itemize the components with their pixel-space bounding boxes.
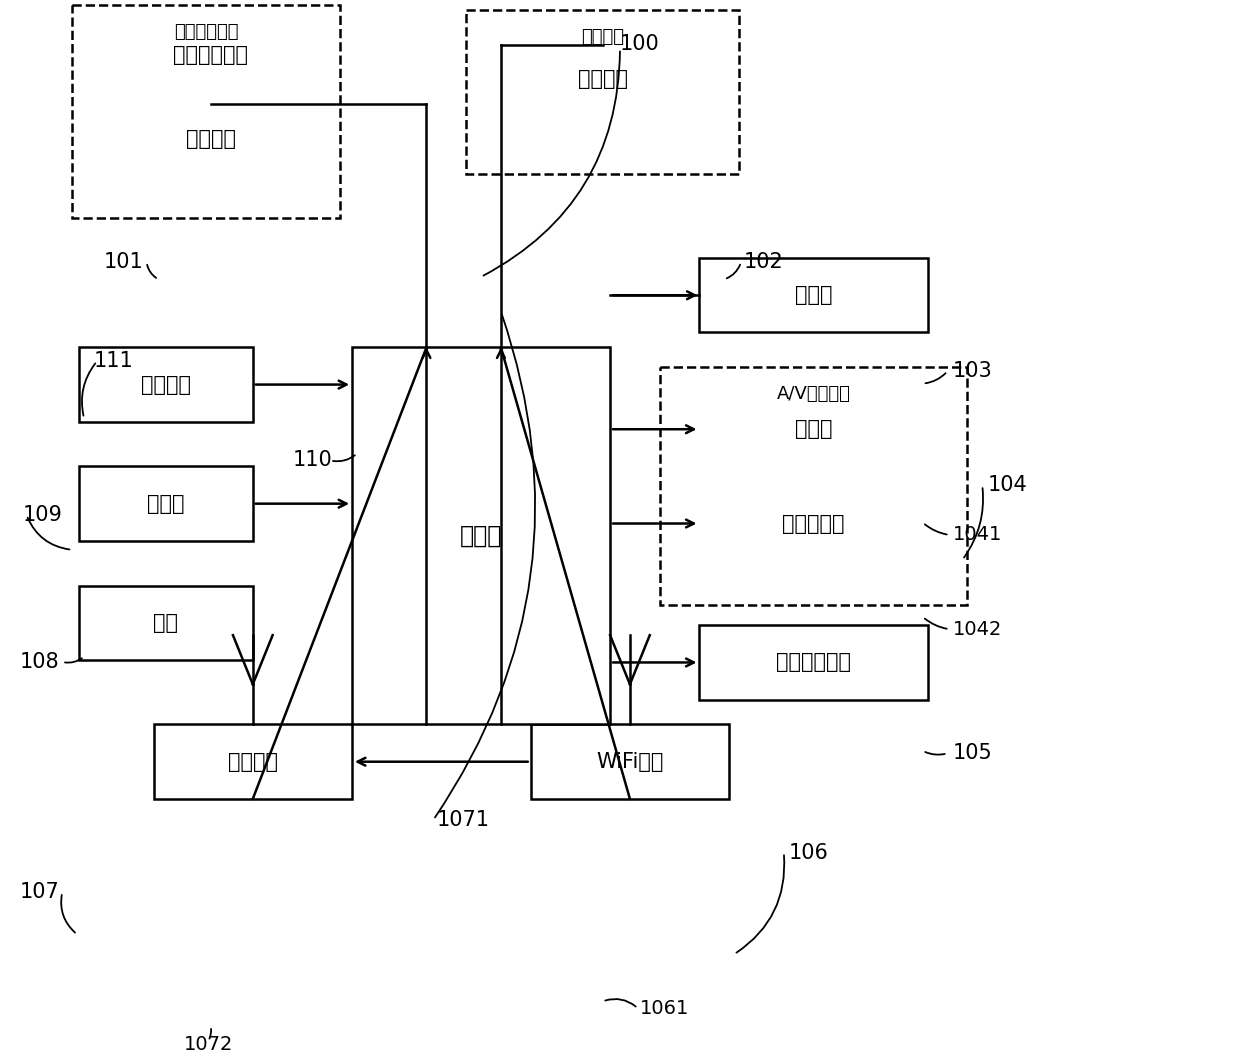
Text: 106: 106 [789, 842, 828, 862]
Bar [699, 258, 928, 332]
Bar [352, 348, 610, 724]
Text: 1041: 1041 [952, 526, 1002, 545]
Text: 102: 102 [744, 252, 784, 272]
Text: 100: 100 [620, 34, 660, 54]
Text: 1042: 1042 [952, 620, 1002, 639]
Text: WiFi模块: WiFi模块 [596, 752, 663, 772]
Text: 存储器: 存储器 [148, 493, 185, 513]
Text: 104: 104 [987, 475, 1027, 495]
Text: 其他输入设备: 其他输入设备 [174, 44, 248, 64]
Text: 显示单元: 显示单元 [582, 27, 624, 45]
Bar [699, 625, 928, 700]
Text: 触控面板: 触控面板 [186, 129, 236, 149]
Text: 105: 105 [952, 743, 992, 763]
Bar [79, 467, 253, 541]
Bar [119, 20, 303, 90]
Text: 麦克风: 麦克风 [795, 419, 832, 440]
Bar [119, 104, 303, 174]
Text: 音频输出单元: 音频输出单元 [776, 652, 851, 672]
Text: 接口单元: 接口单元 [141, 374, 191, 394]
Text: 110: 110 [293, 450, 332, 470]
Bar [511, 44, 694, 114]
Text: 电源: 电源 [154, 612, 179, 632]
Bar [531, 724, 729, 799]
Text: 射频单元: 射频单元 [228, 752, 278, 772]
Text: 101: 101 [104, 252, 144, 272]
Bar [79, 348, 253, 422]
Bar [72, 5, 340, 218]
Text: 108: 108 [20, 652, 60, 672]
Bar [79, 586, 253, 660]
Bar [699, 486, 928, 561]
Text: 111: 111 [94, 351, 134, 371]
Text: 用户输入单元: 用户输入单元 [174, 23, 238, 41]
Bar [660, 367, 967, 605]
Text: 109: 109 [22, 505, 62, 525]
Bar [699, 392, 928, 467]
Text: 1071: 1071 [436, 809, 490, 829]
Text: 传感器: 传感器 [795, 286, 832, 306]
Text: 1061: 1061 [640, 999, 689, 1018]
Text: 1072: 1072 [184, 1035, 233, 1054]
Text: 103: 103 [952, 362, 992, 382]
Text: A/V输入单元: A/V输入单元 [776, 385, 851, 403]
Bar [466, 9, 739, 174]
Text: 处理器: 处理器 [460, 524, 502, 548]
Text: 107: 107 [20, 882, 60, 902]
Text: 图形处理器: 图形处理器 [782, 513, 844, 533]
Text: 显示面板: 显示面板 [578, 70, 627, 90]
Bar [154, 724, 352, 799]
